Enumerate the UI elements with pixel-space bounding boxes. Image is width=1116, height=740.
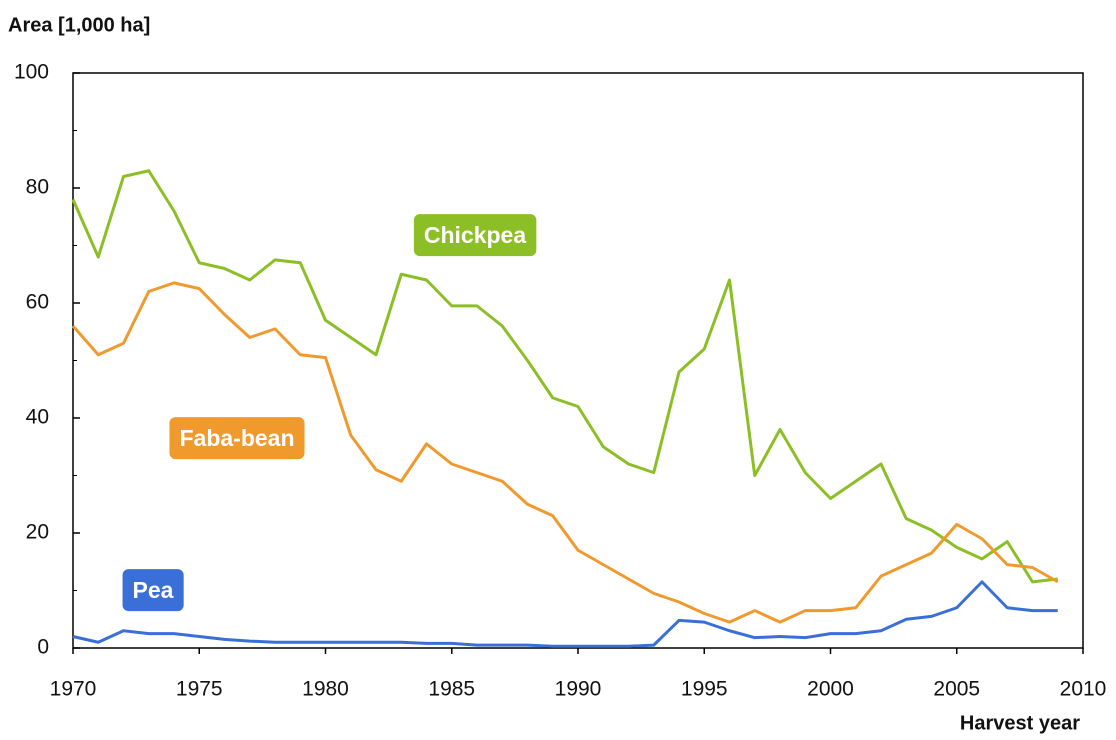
series-label: Faba-bean — [179, 425, 294, 451]
series-label-box — [169, 417, 305, 460]
y-tick-label: 60 — [26, 291, 49, 314]
y-tick-label: 0 — [37, 636, 49, 659]
x-tick-label: 1980 — [302, 678, 349, 701]
series-label: Chickpea — [424, 222, 526, 248]
x-tick-label: 1985 — [428, 678, 475, 701]
x-tick-label: 2000 — [807, 678, 854, 701]
plot-frame — [72, 72, 1084, 649]
x-tick-label: 2005 — [933, 678, 980, 701]
series-label-box — [413, 214, 537, 257]
series-line — [71, 281, 1059, 624]
y-tick-label: 100 — [14, 61, 49, 84]
series-line — [71, 169, 1058, 584]
x-axis-title: Harvest year — [960, 712, 1080, 734]
series-label-box — [122, 569, 184, 612]
y-tick-label: 40 — [26, 406, 49, 429]
x-tick-label: 1975 — [176, 678, 223, 701]
x-tick-label: 2010 — [1060, 678, 1107, 701]
x-tick-label: 1970 — [50, 678, 97, 701]
y-axis-title: Area [1,000 ha] — [8, 14, 150, 36]
series-line — [72, 580, 1058, 648]
x-tick-label: 1995 — [681, 678, 728, 701]
x-tick-label: 1990 — [555, 678, 602, 701]
y-tick-label: 80 — [26, 176, 49, 199]
y-tick-label: 20 — [26, 521, 49, 544]
series-label: Pea — [133, 577, 174, 603]
